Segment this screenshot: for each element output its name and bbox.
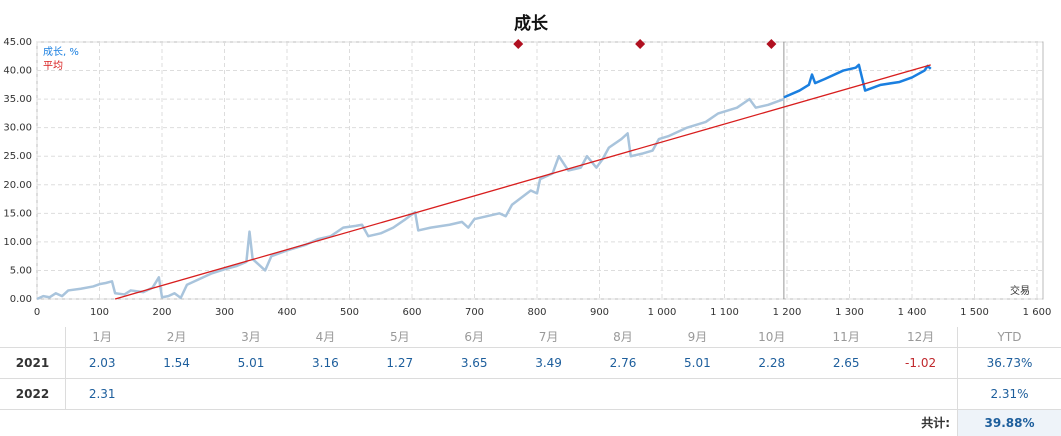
y-tick-label: 15.00	[3, 208, 32, 219]
x-tick-label: 1 200	[773, 307, 802, 318]
month-value: 3.49	[535, 356, 562, 370]
ytd-value: 36.73%	[986, 356, 1033, 370]
legend-entry: 成长, %	[43, 46, 79, 58]
chart-title: 成长	[514, 13, 549, 34]
column-header: 4月	[315, 330, 336, 344]
month-value: 2.28	[758, 356, 786, 370]
column-header: 11月	[832, 330, 860, 344]
row-line	[0, 347, 1061, 348]
y-tick-label: 30.00	[3, 123, 32, 134]
x-tick-label: 200	[152, 307, 171, 318]
col-line	[65, 327, 66, 409]
x-axis-label: 交易	[1010, 284, 1030, 297]
series-line	[114, 64, 931, 300]
x-tick-label: 1 000	[648, 307, 677, 318]
column-header: 5月	[389, 330, 410, 344]
x-tick-label: 400	[277, 307, 296, 318]
column-header: 12月	[906, 330, 935, 344]
x-tick-label: 800	[527, 307, 546, 318]
month-value: 2.03	[88, 356, 116, 370]
column-header: 9月	[687, 330, 708, 344]
y-tick-label: 10.00	[3, 237, 32, 248]
column-header: 10月	[758, 330, 786, 344]
month-value: -1.02	[905, 356, 937, 370]
ytd-value: 2.31%	[990, 387, 1029, 401]
x-tick-label: 1 500	[960, 307, 989, 318]
column-header: 3月	[241, 330, 261, 344]
column-header: 6月	[464, 330, 485, 344]
y-tick-label: 40.00	[3, 66, 32, 77]
plot-area	[36, 41, 1044, 300]
column-header: 2月	[166, 330, 187, 344]
y-tick-label: 25.00	[3, 151, 32, 162]
total-value: 39.88%	[958, 410, 1061, 436]
row-line	[0, 409, 1061, 410]
x-tick-label: 100	[90, 307, 109, 318]
year-label: 2022	[15, 387, 50, 401]
column-header: 8月	[613, 330, 633, 344]
trade-marker	[513, 39, 524, 49]
trade-marker	[635, 39, 646, 49]
x-tick-label: 1 100	[710, 307, 739, 318]
series-line	[783, 63, 932, 99]
x-tick-label: 900	[590, 307, 609, 318]
month-value: 2.31	[88, 387, 116, 401]
y-tick-label: 0.00	[10, 294, 32, 305]
y-tick-label: 45.00	[3, 37, 32, 48]
month-value: 2.65	[832, 356, 860, 370]
x-tick-label: 0	[34, 307, 40, 318]
column-header: YTD	[997, 330, 1022, 344]
month-value: 1.54	[163, 356, 190, 370]
month-value: 3.65	[460, 356, 488, 370]
month-value: 5.01	[684, 356, 711, 370]
month-value: 3.16	[312, 356, 339, 370]
x-tick-label: 700	[465, 307, 484, 318]
year-label: 2021	[15, 356, 50, 370]
x-tick-label: 1 300	[835, 307, 864, 318]
x-tick-label: 1 600	[1023, 307, 1052, 318]
y-tick-label: 20.00	[3, 180, 32, 191]
row-line	[0, 378, 1061, 379]
legend-entry: 平均	[43, 60, 63, 72]
col-line	[957, 327, 958, 436]
trade-marker	[766, 39, 777, 49]
y-tick-label: 35.00	[3, 94, 32, 105]
total-label: 共计:	[921, 416, 950, 430]
x-tick-label: 500	[340, 307, 359, 318]
x-tick-label: 1 400	[898, 307, 927, 318]
month-value: 5.01	[237, 356, 265, 370]
month-value: 2.76	[609, 356, 637, 370]
column-header: 7月	[538, 330, 559, 344]
month-value: 1.27	[386, 356, 414, 370]
x-tick-label: 300	[215, 307, 234, 318]
series-line	[36, 97, 785, 301]
x-tick-label: 600	[402, 307, 421, 318]
column-header: 1月	[92, 330, 113, 344]
chart: 成长 交易 0.00 5.00 10.00 15.00 20.00 25.00 30.00 3…	[3, 13, 1052, 318]
y-tick-label: 5.00	[10, 265, 32, 276]
